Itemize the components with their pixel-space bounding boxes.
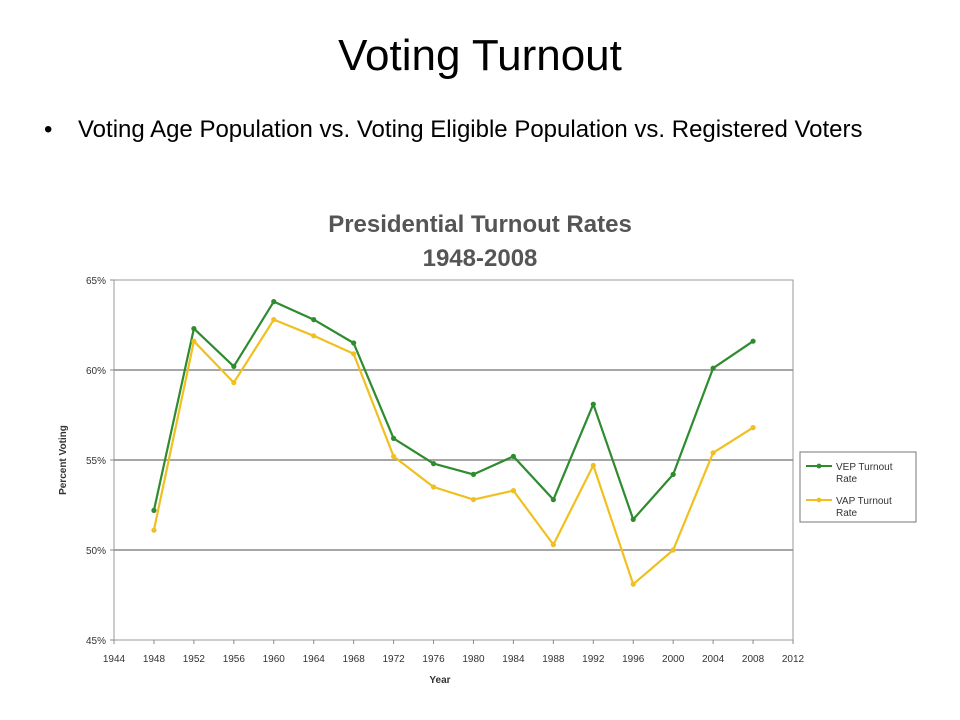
data-point xyxy=(670,471,676,477)
slide-title: Voting Turnout xyxy=(338,31,622,80)
x-tick-label: 1988 xyxy=(542,654,565,665)
x-tick-label: 2008 xyxy=(742,654,765,665)
data-point xyxy=(630,581,636,587)
data-point xyxy=(430,484,437,490)
series-line-1 xyxy=(152,300,754,521)
y-tick-label: 50% xyxy=(86,546,106,557)
data-point xyxy=(151,527,157,533)
data-point xyxy=(750,338,756,344)
x-tick-label: 2000 xyxy=(662,654,685,665)
x-axis-label: Year xyxy=(429,675,450,686)
legend-label: VAP Turnout Rate xyxy=(836,496,892,519)
x-tick-label: 1964 xyxy=(303,654,326,665)
data-point xyxy=(550,497,556,503)
data-point xyxy=(550,542,556,548)
x-tick-label: 1972 xyxy=(382,654,405,665)
data-point xyxy=(470,471,477,477)
data-point xyxy=(510,453,517,459)
data-point xyxy=(151,507,157,513)
data-point xyxy=(590,462,596,468)
legend-marker xyxy=(816,463,822,469)
data-point xyxy=(630,516,636,523)
data-point xyxy=(231,380,237,386)
x-tick-label: 1948 xyxy=(143,654,166,665)
data-point xyxy=(390,453,397,459)
bullet-point: • Voting Age Population vs. Voting Eligi… xyxy=(44,112,904,148)
y-tick-label: 65% xyxy=(86,276,106,287)
data-point xyxy=(750,425,756,431)
data-point xyxy=(351,351,357,357)
data-point xyxy=(590,401,596,407)
chart-subtitle: 1948-2008 xyxy=(423,245,538,272)
data-point xyxy=(311,333,317,339)
y-tick-label: 60% xyxy=(86,366,106,377)
legend-marker xyxy=(816,497,822,503)
x-tick-label: 2004 xyxy=(702,654,725,665)
data-point xyxy=(191,326,197,332)
data-point xyxy=(271,299,277,305)
data-point xyxy=(191,338,197,344)
data-point xyxy=(430,461,437,467)
x-tick-label: 1944 xyxy=(103,654,126,665)
x-tick-label: 1980 xyxy=(462,654,485,665)
data-point xyxy=(470,497,477,503)
x-tick-label: 1952 xyxy=(183,654,206,665)
y-tick-label: 55% xyxy=(86,456,106,467)
x-tick-label: 1968 xyxy=(343,654,366,665)
series-line-2 xyxy=(152,318,754,586)
data-point xyxy=(271,317,277,323)
data-point xyxy=(710,365,716,371)
bullet-marker: • xyxy=(44,116,53,143)
data-point xyxy=(231,363,237,369)
x-tick-label: 1976 xyxy=(422,654,445,665)
x-tick-label: 1992 xyxy=(582,654,605,665)
x-tick-label: 1996 xyxy=(622,654,645,665)
x-tick-label: 2012 xyxy=(782,654,805,665)
data-point xyxy=(670,547,676,553)
bullet-text: Voting Age Population vs. Voting Eligibl… xyxy=(78,116,863,143)
legend-label: VEP Turnout Rate xyxy=(836,462,893,485)
data-point xyxy=(390,435,397,441)
data-point xyxy=(510,488,517,494)
data-point xyxy=(710,450,716,456)
y-tick-label: 45% xyxy=(86,636,106,647)
y-axis-label: Percent Voting xyxy=(58,425,69,495)
x-tick-label: 1984 xyxy=(502,654,525,665)
chart-title: Presidential Turnout Rates xyxy=(328,211,632,238)
data-point xyxy=(311,317,317,323)
data-point xyxy=(351,340,357,346)
x-tick-label: 1960 xyxy=(263,654,286,665)
x-tick-label: 1956 xyxy=(223,654,246,665)
